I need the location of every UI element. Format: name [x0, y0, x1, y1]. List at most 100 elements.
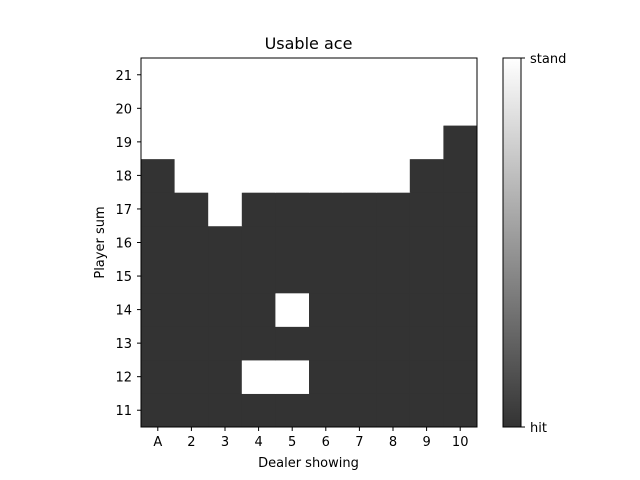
heatmap-cell — [241, 393, 276, 428]
y-tick-label: 20 — [115, 102, 132, 117]
heatmap-cell — [376, 359, 411, 394]
heatmap-cell — [309, 292, 344, 327]
x-tick-label: 4 — [254, 435, 262, 450]
heatmap-cell — [409, 58, 444, 93]
heatmap-cell — [275, 259, 310, 294]
heatmap-cell — [275, 292, 310, 327]
heatmap-cell — [409, 326, 444, 361]
y-axis-ticks: 11 12 13 14 15 16 17 18 19 20 21 — [115, 69, 141, 419]
heatmap-cell — [342, 359, 377, 394]
colorbar-ticks: hit stand — [521, 52, 566, 436]
heatmap-cell — [208, 158, 243, 193]
heatmap-cell — [174, 125, 209, 160]
chart-title: Usable ace — [265, 34, 353, 53]
y-tick-label: 17 — [115, 203, 132, 218]
heatmap-cell — [241, 225, 276, 260]
heatmap-cell — [443, 292, 478, 327]
heatmap-cell — [443, 326, 478, 361]
heatmap-cell — [309, 192, 344, 227]
heatmap-cell — [174, 58, 209, 93]
heatmap-cell — [275, 225, 310, 260]
heatmap-cell — [241, 192, 276, 227]
heatmap-cell — [241, 58, 276, 93]
heatmap-cell — [409, 292, 444, 327]
heatmap-cell — [409, 259, 444, 294]
heatmap-cell — [409, 192, 444, 227]
heatmap-cell — [141, 292, 176, 327]
heatmap-cell — [376, 393, 411, 428]
heatmap-cell — [241, 91, 276, 126]
colorbar-tick-label: stand — [530, 52, 566, 67]
heatmap-cell — [376, 292, 411, 327]
heatmap-cell — [342, 158, 377, 193]
heatmap-cell — [174, 259, 209, 294]
heatmap-cell — [409, 125, 444, 160]
heatmap-cell — [309, 326, 344, 361]
heatmap-cell — [309, 259, 344, 294]
heatmap-cell — [208, 326, 243, 361]
y-tick-label: 15 — [115, 270, 132, 285]
x-axis-label: Dealer showing — [258, 456, 359, 471]
heatmap-cell — [174, 225, 209, 260]
heatmap-cell — [309, 158, 344, 193]
heatmap-cell — [275, 58, 310, 93]
heatmap-cell — [208, 259, 243, 294]
heatmap-cell — [443, 158, 478, 193]
heatmap-cell — [342, 326, 377, 361]
heatmap-cell — [141, 259, 176, 294]
heatmap-cell — [342, 259, 377, 294]
heatmap-cell — [241, 259, 276, 294]
y-tick-label: 12 — [115, 371, 132, 386]
heatmap-cells — [141, 58, 478, 428]
y-axis-label: Player sum — [93, 206, 108, 278]
heatmap-cell — [376, 58, 411, 93]
heatmap-cell — [141, 359, 176, 394]
x-tick-label: 10 — [452, 435, 469, 450]
heatmap-cell — [342, 225, 377, 260]
heatmap-cell — [174, 359, 209, 394]
heatmap-cell — [376, 158, 411, 193]
heatmap-cell — [208, 359, 243, 394]
heatmap-cell — [241, 292, 276, 327]
heatmap-cell — [141, 125, 176, 160]
heatmap-cell — [208, 58, 243, 93]
x-tick-label: 3 — [221, 435, 229, 450]
y-tick-label: 14 — [115, 304, 132, 319]
x-tick-label: 9 — [422, 435, 430, 450]
heatmap-cell — [342, 192, 377, 227]
heatmap-cell — [275, 359, 310, 394]
heatmap-cell — [208, 192, 243, 227]
heatmap-cell — [376, 259, 411, 294]
heatmap-cell — [141, 326, 176, 361]
heatmap-cell — [443, 225, 478, 260]
heatmap-cell — [409, 91, 444, 126]
heatmap-cell — [409, 359, 444, 394]
heatmap-cell — [443, 91, 478, 126]
heatmap-cell — [309, 359, 344, 394]
y-tick-label: 11 — [115, 404, 132, 419]
heatmap-cell — [443, 125, 478, 160]
y-tick-label: 13 — [115, 337, 132, 352]
heatmap-cell — [241, 125, 276, 160]
heatmap-cell — [208, 225, 243, 260]
heatmap-cell — [275, 158, 310, 193]
heatmap-cell — [443, 393, 478, 428]
heatmap-cell — [342, 125, 377, 160]
heatmap-cell — [376, 326, 411, 361]
heatmap-cell — [174, 393, 209, 428]
heatmap-cell — [342, 393, 377, 428]
heatmap-cell — [141, 192, 176, 227]
y-tick-label: 19 — [115, 136, 132, 151]
heatmap-cell — [174, 326, 209, 361]
heatmap-cell — [241, 326, 276, 361]
heatmap-cell — [208, 125, 243, 160]
heatmap-cell — [275, 91, 310, 126]
heatmap-cell — [376, 225, 411, 260]
heatmap-cell — [409, 393, 444, 428]
heatmap-cell — [443, 58, 478, 93]
heatmap-cell — [174, 192, 209, 227]
x-tick-label: A — [153, 435, 162, 450]
heatmap-cell — [309, 225, 344, 260]
y-tick-label: 21 — [115, 69, 132, 84]
